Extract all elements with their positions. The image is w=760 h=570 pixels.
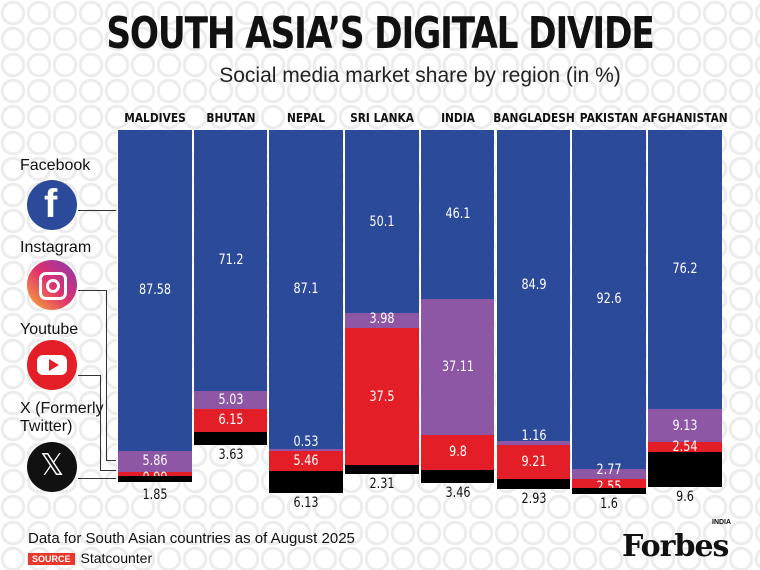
country-label: AFGHANISTAN <box>642 110 728 125</box>
value-label-x: 3.46 <box>445 485 471 502</box>
value-label-facebook: 87.1 <box>293 281 319 298</box>
value-label-facebook: 87.58 <box>138 282 172 299</box>
value-label-x: 1.6 <box>600 496 619 513</box>
country-label: BHUTAN <box>206 110 256 125</box>
connector-youtube-end <box>100 470 116 471</box>
country-label: NEPAL <box>287 110 326 125</box>
country-label: INDIA <box>440 110 475 125</box>
bar-segment-instagram <box>646 408 722 443</box>
value-label-youtube: 9.21 <box>521 453 546 470</box>
value-label-instagram: 5.03 <box>218 391 244 408</box>
bar-segment-youtube <box>571 479 646 489</box>
connector-facebook <box>78 210 116 211</box>
bar-segment-facebook <box>192 130 268 391</box>
value-label-instagram: 2.77 <box>596 462 622 479</box>
value-label-youtube: 6.15 <box>218 412 244 429</box>
bar-segment-instagram <box>571 468 646 480</box>
connector-instagram-end <box>106 460 116 461</box>
value-label-x: 2.93 <box>521 491 546 508</box>
value-label-instagram: 1.16 <box>521 427 546 444</box>
value-label-instagram: 3.98 <box>369 310 395 327</box>
value-label-instagram: 9.13 <box>672 417 698 434</box>
value-label-facebook: 76.2 <box>672 261 698 278</box>
bar-segment-instagram <box>419 298 495 435</box>
bar-segment-facebook <box>646 130 722 409</box>
country-label: BANGLADESH <box>492 110 575 125</box>
bar-segment-youtube <box>495 444 571 479</box>
bar-segment-facebook <box>268 130 344 449</box>
value-label-youtube: 5.46 <box>293 452 319 469</box>
bar-segment-x <box>117 475 192 483</box>
chart-title: SOUTH ASIA’S DIGITAL DIVIDE <box>106 8 654 59</box>
bar-segment-instagram <box>117 450 192 472</box>
bar-segment-instagram <box>495 440 571 445</box>
bar-segment-facebook <box>419 130 495 299</box>
value-label-x: 2.31 <box>369 475 395 492</box>
bar-segment-instagram <box>192 390 268 409</box>
source-badge: SOURCE <box>28 553 75 566</box>
value-label-x: 9.6 <box>675 488 694 505</box>
bar-segment-youtube <box>117 471 192 476</box>
connector-youtube <box>78 375 101 471</box>
legend-label-facebook: Facebook <box>20 157 91 174</box>
value-label-instagram: 0.53 <box>293 433 319 450</box>
bar-segment-x <box>571 488 646 495</box>
bar-segment-x <box>268 470 344 494</box>
youtube-icon <box>27 340 77 390</box>
bar-segment-instagram <box>268 448 344 451</box>
country-label: PAKISTAN <box>579 110 639 125</box>
value-label-x: 1.85 <box>142 487 168 504</box>
country-label: SRI LANKA <box>350 110 415 125</box>
value-label-facebook: 46.1 <box>445 206 471 223</box>
value-label-facebook: 71.2 <box>218 252 244 269</box>
bar-segment-facebook <box>495 130 571 441</box>
bar-segment-x <box>419 470 495 484</box>
forbes-logo-sub: INDIA <box>712 519 732 526</box>
forbes-logo: Forbes <box>622 529 729 564</box>
value-label-instagram: 37.11 <box>441 358 474 375</box>
bar-segment-x <box>646 451 722 487</box>
connector-instagram <box>78 290 107 461</box>
bar-segment-facebook <box>344 130 419 314</box>
value-label-youtube: 37.5 <box>369 388 395 405</box>
value-label-instagram: 5.86 <box>142 453 168 470</box>
legend-label-youtube: Youtube <box>20 321 79 338</box>
source-line: SOURCE Statcounter <box>28 550 152 567</box>
x-icon: 𝕏 <box>27 442 77 492</box>
chart-subtitle: Social media market share by region (in … <box>219 64 621 87</box>
bar-segment-x <box>495 478 571 490</box>
value-label-x: 6.13 <box>293 495 319 512</box>
value-label-youtube: 9.8 <box>448 444 467 461</box>
bar-segment-youtube <box>419 434 495 471</box>
country-label: MALDIVES <box>124 110 186 125</box>
value-label-youtube: 2.54 <box>672 438 698 455</box>
legend-label-x: X (Formerly Twitter) <box>20 400 104 435</box>
bar-segment-x <box>192 431 268 445</box>
value-label-facebook: 50.1 <box>369 213 395 230</box>
facebook-icon: f <box>27 180 77 230</box>
bar-segment-facebook <box>117 130 192 451</box>
value-label-facebook: 84.9 <box>521 277 546 294</box>
instagram-icon <box>27 260 77 310</box>
bar-segment-youtube <box>192 409 268 432</box>
footnote: Data for South Asian countries as of Aug… <box>28 530 355 547</box>
bar-segment-facebook <box>571 130 646 469</box>
value-label-facebook: 92.6 <box>596 291 622 308</box>
connector-x <box>78 478 116 479</box>
bar-segment-youtube <box>268 450 344 471</box>
bar-segment-youtube <box>344 327 419 466</box>
bar-segment-youtube <box>646 442 722 452</box>
value-label-x: 3.63 <box>218 446 244 463</box>
bar-segment-instagram <box>344 313 419 328</box>
legend-label-instagram: Instagram <box>20 239 92 256</box>
bar-segment-x <box>344 465 419 474</box>
source-name: Statcounter <box>80 550 153 566</box>
